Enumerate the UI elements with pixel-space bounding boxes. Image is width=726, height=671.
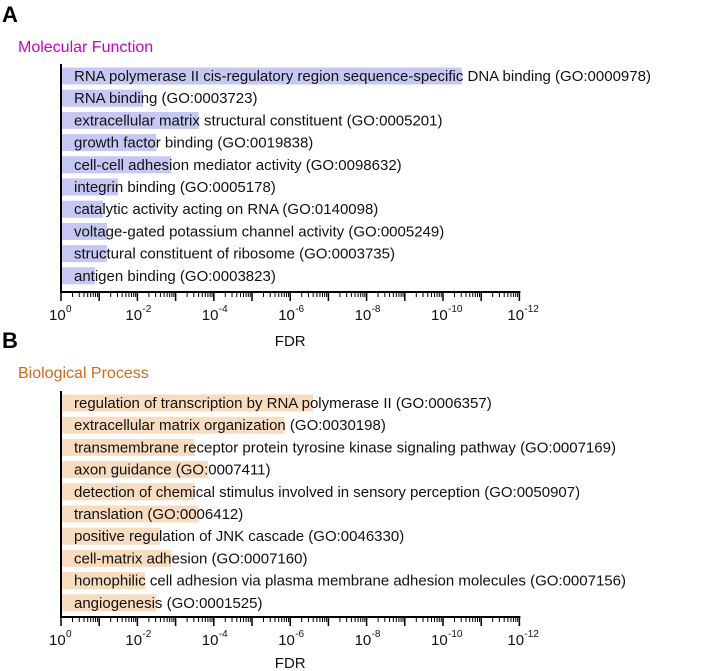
panel-b-term-label: angiogenesis (GO:0001525)	[74, 595, 262, 612]
panel-b-tick-exponent: -12	[524, 629, 539, 640]
panel-a-tick-label: 10	[507, 307, 524, 324]
panel-b-term-label: homophilic cell adhesion via plasma memb…	[74, 573, 626, 590]
panel-a-tick-label: 10	[49, 307, 66, 324]
panel-a-tick-exponent: -10	[448, 304, 463, 315]
panel-a-tick-exponent: 0	[66, 304, 72, 315]
panel-a-tick-exponent: -12	[524, 304, 539, 315]
panel-b-tick-label: 10	[125, 632, 142, 649]
panel-a-letter: A	[2, 2, 18, 27]
panel-a-term-label: catalytic activity acting on RNA (GO:014…	[74, 201, 378, 218]
panel-b-tick-label: 10	[278, 632, 295, 649]
panel-a-tick-exponent: -4	[219, 304, 228, 315]
panel-a-tick-exponent: -2	[142, 304, 151, 315]
panel-a-tick-exponent: -6	[295, 304, 304, 315]
panel-b-bar	[61, 549, 172, 567]
panel-a-tick-label: 10	[202, 307, 219, 324]
panel-b-tick-exponent: -2	[142, 629, 151, 640]
panel-b-bar	[61, 594, 157, 612]
panel-a-term-label: structural constituent of ribosome (GO:0…	[74, 246, 395, 263]
panel-a-term-label: growth factor binding (GO:0019838)	[74, 135, 313, 152]
panel-b-tick-exponent: -4	[219, 629, 228, 640]
panel-a-x-axis-title: FDR	[275, 333, 306, 350]
panel-b-tick-label: 10	[507, 632, 524, 649]
panel-b-bar	[61, 527, 161, 545]
panel-a-tick-label: 10	[278, 307, 295, 324]
panel-b-tick-label: 10	[202, 632, 219, 649]
panel-a-term-label: antigen binding (GO:0003823)	[74, 268, 276, 285]
panel-b-bar	[61, 505, 199, 523]
panel-b-bar	[61, 394, 314, 412]
panel-a-tick-exponent: -8	[372, 304, 381, 315]
panel-a-bar	[61, 178, 119, 196]
panel-b-tick-exponent: -8	[372, 629, 381, 640]
panel-a-bar	[61, 134, 157, 152]
panel-b-bar	[61, 416, 285, 434]
panel-b-x-axis-title: FDR	[275, 655, 306, 671]
panel-a-bar	[61, 245, 107, 263]
panel-b-term-label: positive regulation of JNK cascade (GO:0…	[74, 528, 404, 545]
panel-a-tick-label: 10	[431, 307, 448, 324]
panel-b-term-label: translation (GO:0006412)	[74, 506, 243, 523]
panel-a-bar	[61, 200, 104, 218]
panel-b-bar	[61, 438, 195, 456]
panel-a-bar	[61, 267, 95, 285]
panel-b-tick-label: 10	[355, 632, 372, 649]
panel-a-term-label: integrin binding (GO:0005178)	[74, 179, 276, 196]
panel-b-tick-label: 10	[49, 632, 66, 649]
panel-a-bar	[61, 156, 172, 174]
panel-a-bar	[61, 67, 462, 85]
panel-a-tick-label: 10	[125, 307, 142, 324]
panel-a-term-label: RNA polymerase II cis-regulatory region …	[74, 68, 651, 85]
panel-b-bar	[61, 572, 146, 590]
panel-b-term-label: axon guidance (GO:0007411)	[74, 462, 271, 479]
panel-a-term-label: RNA binding (GO:0003723)	[74, 90, 257, 107]
panel-b-term-label: detection of chemical stimulus involved …	[74, 484, 580, 501]
panel-a-term-label: voltage-gated potassium channel activity…	[74, 223, 444, 240]
panel-b-letter: B	[2, 328, 18, 353]
panel-a-term-label: extracellular matrix structural constitu…	[74, 112, 443, 129]
panel-b-term-label: transmembrane receptor protein tyrosine …	[74, 439, 616, 456]
panel-a-tick-label: 10	[355, 307, 372, 324]
panel-b-tick-exponent: -10	[448, 629, 463, 640]
panel-b-term-label: regulation of transcription by RNA polym…	[74, 395, 492, 412]
panel-b-tick-exponent: -6	[295, 629, 304, 640]
panel-a-bar	[61, 222, 107, 240]
panel-a-bar	[61, 111, 199, 129]
panel-b-bar	[61, 461, 209, 479]
panel-a-title: Molecular Function	[18, 39, 153, 56]
panel-b-title: Biological Process	[18, 365, 149, 382]
panel-a-bar	[61, 89, 144, 107]
panel-b-term-label: extracellular matrix organization (GO:00…	[74, 417, 386, 434]
panel-b-tick-label: 10	[431, 632, 448, 649]
panel-b-term-label: cell-matrix adhesion (GO:0007160)	[74, 550, 307, 567]
panel-b-bar	[61, 483, 195, 501]
panel-a-term-label: cell-cell adhesion mediator activity (GO…	[74, 157, 402, 174]
panel-b-tick-exponent: 0	[66, 629, 72, 640]
